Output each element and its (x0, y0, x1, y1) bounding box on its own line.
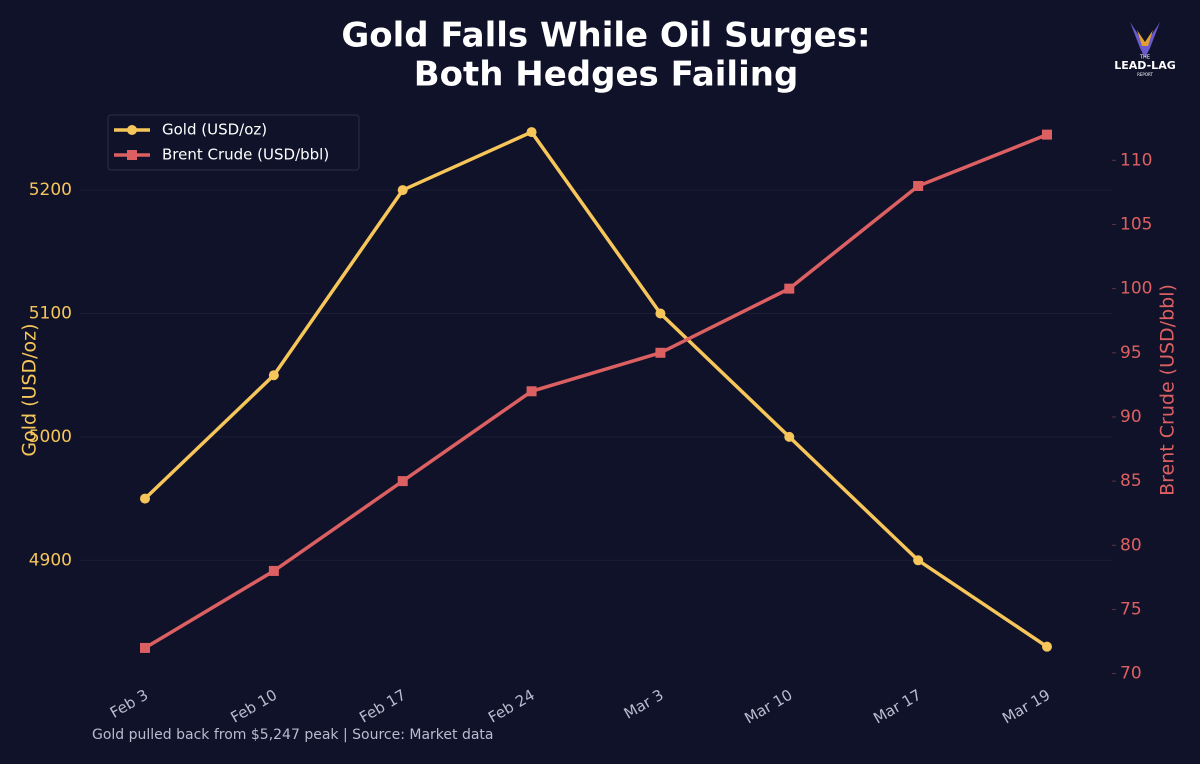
y-tick-label: 5200 (29, 180, 72, 200)
data-point (397, 185, 408, 196)
y-tick-label: 5000 (29, 427, 72, 447)
y2-tick-label: 110 (1120, 150, 1152, 170)
data-point (397, 476, 408, 487)
logo-text: REPORT (1137, 72, 1153, 77)
data-point (784, 283, 795, 294)
data-point (655, 347, 666, 358)
data-point (1042, 641, 1052, 652)
y2-tick-label: 100 (1120, 279, 1152, 299)
legend-label: Brent Crude (USD/bbl) (162, 146, 329, 164)
logo-icon (1130, 22, 1160, 58)
logo-icon (1137, 30, 1153, 46)
legend-marker (127, 125, 137, 135)
legend-marker (127, 150, 137, 160)
legend-box (107, 114, 360, 171)
chart-title: Gold Falls While Oil Surges: (341, 16, 870, 56)
y-axis-label: Gold (USD/oz) (19, 323, 41, 456)
y2-tick-label: 85 (1120, 471, 1142, 491)
y2-tick-label: 90 (1120, 407, 1142, 427)
series-line (144, 133, 1048, 650)
data-point (913, 180, 924, 191)
legend-label: Gold (USD/oz) (162, 121, 267, 139)
data-point (526, 127, 537, 138)
data-point (1042, 129, 1052, 140)
x-tick-label: Mar 10 (741, 686, 795, 728)
data-point (268, 370, 279, 381)
x-tick-label: Mar 19 (999, 686, 1053, 728)
logo-text: THE (1139, 55, 1150, 61)
y2-axis-label: Brent Crude (USD/bbl) (1157, 284, 1179, 496)
data-point (268, 565, 279, 576)
y2-tick-label: 105 (1120, 214, 1152, 234)
y2-tick-label: 75 (1120, 599, 1142, 619)
data-point (913, 555, 924, 566)
x-tick-label: Mar 3 (621, 686, 667, 723)
x-tick-label: Feb 3 (107, 686, 151, 722)
y2-tick-label: 80 (1120, 535, 1142, 555)
x-tick-label: Feb 17 (356, 686, 409, 727)
data-point (655, 308, 666, 319)
x-tick-label: Feb 10 (227, 686, 280, 727)
legend: Gold (USD/oz) Brent Crude (USD/bbl) (107, 114, 360, 171)
data-point (140, 642, 150, 653)
footnote: Gold pulled back from $5,247 peak | Sour… (92, 727, 493, 743)
x-tick-label: Mar 17 (870, 686, 924, 728)
y2-tick-label: 70 (1120, 664, 1142, 684)
data-point (526, 386, 537, 397)
y-tick-label: 5100 (29, 303, 72, 323)
logo-text: LEAD-LAG (1114, 59, 1176, 72)
data-point (784, 431, 795, 442)
y2-tick-label: 95 (1120, 343, 1142, 363)
x-tick-label: Feb 24 (485, 686, 538, 727)
y-tick-label: 4900 (29, 550, 72, 570)
series-line (143, 129, 1048, 649)
data-point (140, 493, 150, 504)
chart-subtitle: Both Hedges Failing (414, 55, 799, 95)
logo: THE LEAD-LAG REPORT (1114, 22, 1176, 77)
